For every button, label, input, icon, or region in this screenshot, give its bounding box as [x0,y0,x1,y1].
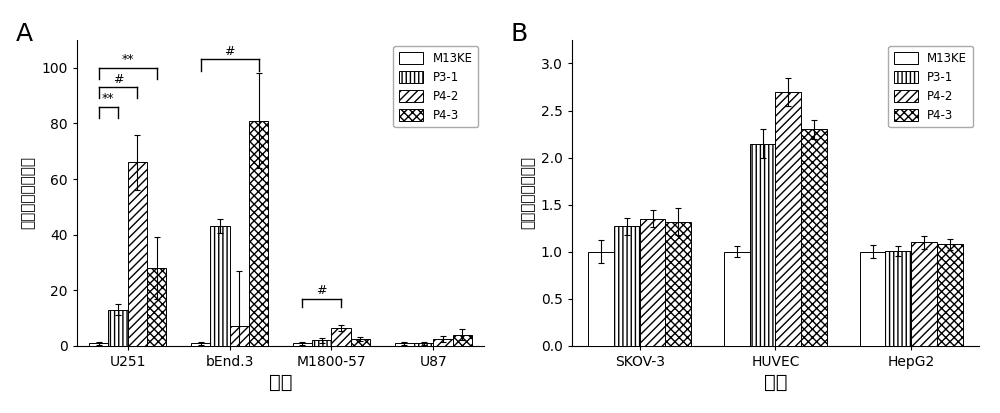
Bar [453,335,472,346]
Bar [89,343,108,346]
Bar [312,340,331,346]
Bar [293,343,312,346]
Bar [249,121,268,346]
Bar [665,222,691,346]
Bar [860,252,885,346]
Bar [414,343,433,346]
Legend: M13KE, P3-1, P4-2, P4-3: M13KE, P3-1, P4-2, P4-3 [393,46,478,128]
Bar [331,328,351,346]
Bar [750,143,775,346]
X-axis label: 细胞: 细胞 [269,373,292,392]
Text: **: ** [121,53,134,66]
Bar [128,162,147,346]
Bar [351,339,370,346]
Bar [885,251,911,346]
Text: #: # [113,73,123,86]
Bar [108,310,128,346]
Bar [210,226,230,346]
Bar [775,92,801,346]
Legend: M13KE, P3-1, P4-2, P4-3: M13KE, P3-1, P4-2, P4-3 [888,46,973,128]
Text: #: # [224,45,235,58]
Bar [230,327,249,346]
Bar [640,219,665,346]
Text: #: # [316,284,327,297]
Bar [724,252,750,346]
Bar [588,252,614,346]
Bar [147,268,166,346]
Bar [937,244,963,346]
Bar [395,343,414,346]
X-axis label: 细胞: 细胞 [764,373,787,392]
Text: A: A [16,21,33,45]
Bar [614,226,640,346]
Text: B: B [511,21,528,45]
Y-axis label: 噜菌体相对结合率: 噜菌体相对结合率 [520,157,535,230]
Y-axis label: 噜菌体相对结合率: 噜菌体相对结合率 [21,157,36,230]
Bar [433,339,453,346]
Bar [191,343,210,346]
Bar [801,129,827,346]
Text: **: ** [102,92,115,105]
Bar [911,242,937,346]
